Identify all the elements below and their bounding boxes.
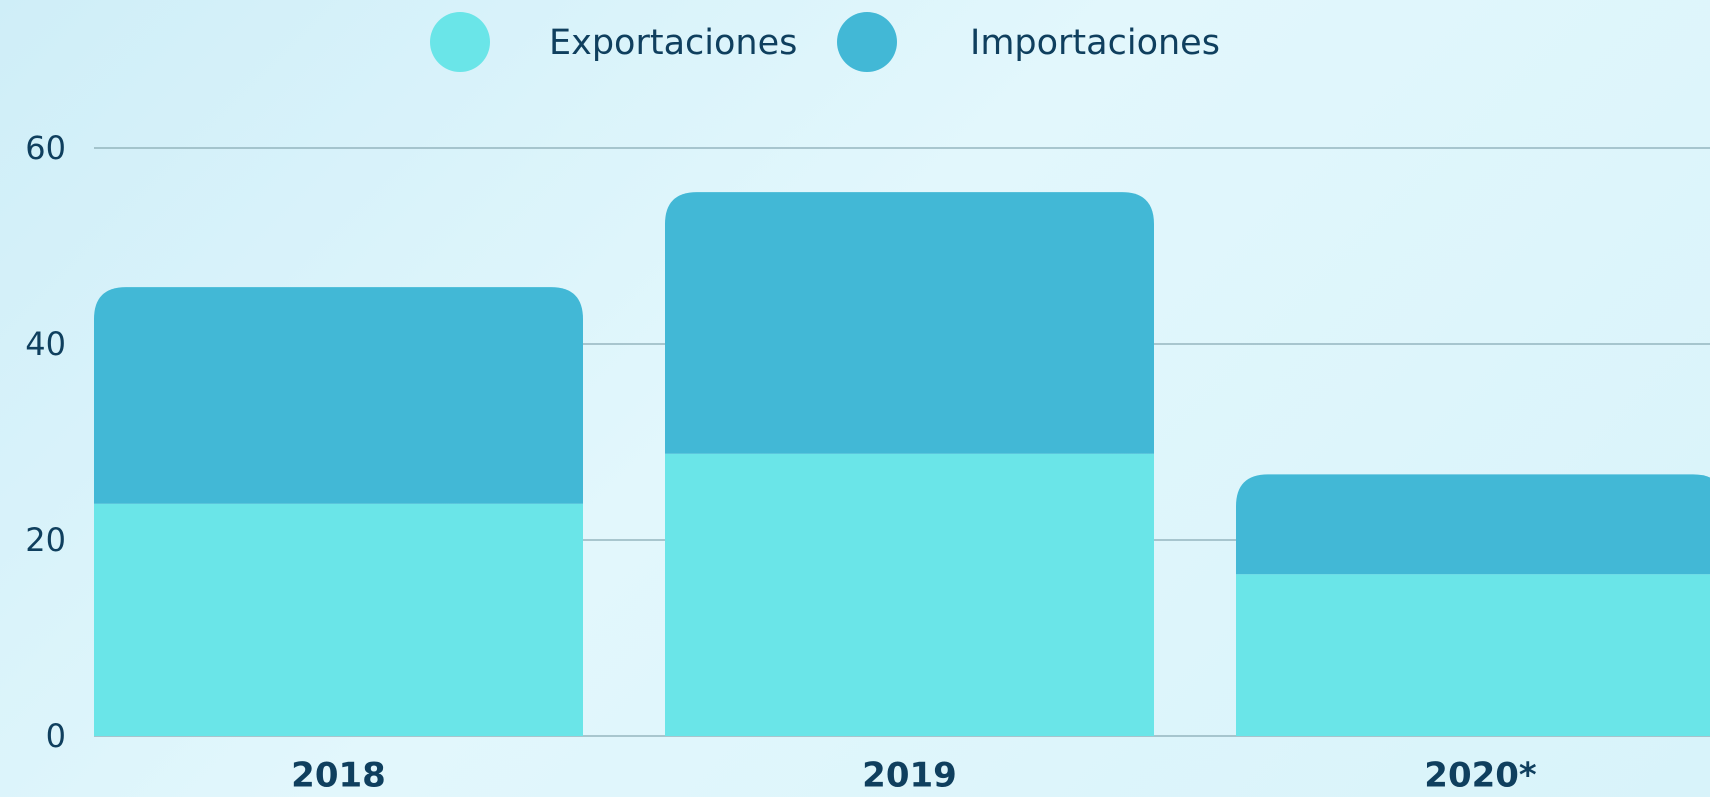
bar-segment: [94, 287, 583, 504]
x-tick-label: 2019: [862, 756, 957, 796]
page: {"chart_data": {"type": "stacked-bar", "…: [0, 0, 1710, 797]
legend-label: Exportaciones: [549, 23, 797, 63]
bar-segment: [665, 192, 1154, 454]
y-tick-label: 20: [25, 521, 66, 559]
y-tick-label: 0: [46, 717, 66, 755]
y-tick-label: 40: [25, 325, 66, 363]
bar-segment: [94, 504, 583, 736]
x-tick-label: 2018: [291, 756, 386, 796]
legend: Exportaciones Importaciones: [430, 12, 1220, 72]
bars: [94, 192, 1710, 736]
bar-segment: [1236, 574, 1710, 736]
legend-label: Importaciones: [970, 23, 1220, 63]
y-tick-label: 60: [25, 129, 66, 167]
legend-swatch: [430, 12, 490, 72]
bar-segment: [1236, 474, 1710, 574]
bar-segment: [665, 454, 1154, 736]
legend-swatch: [837, 12, 897, 72]
x-tick-label: 2020*: [1424, 756, 1537, 796]
chart: 0 20 40 60 2018 2019 2020* Exportaciones Import…: [0, 0, 1710, 797]
